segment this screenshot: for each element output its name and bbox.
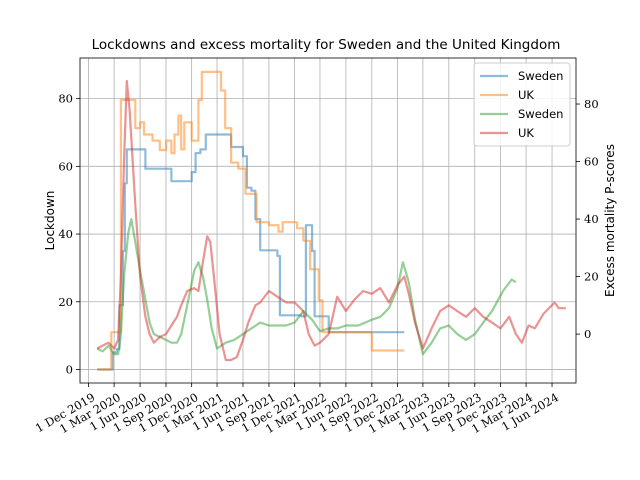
- y-left-tick-label: 0: [66, 362, 73, 376]
- legend: Sweden UK Sweden UK: [473, 62, 571, 147]
- y-right-tick-label: 60: [584, 155, 599, 169]
- y-right-tick-label: 0: [584, 327, 591, 341]
- y-left-tick-label: 60: [58, 159, 73, 173]
- series-line-mortality-uk: [96, 79, 566, 362]
- legend-entry-label: Sweden: [518, 107, 563, 121]
- series-line-lockdown-uk: [97, 70, 405, 371]
- y-axis-right: 0 20 40 60 80: [576, 97, 599, 341]
- grid: [80, 58, 576, 383]
- y-right-tick-label: 40: [584, 212, 599, 226]
- series-lines: [96, 70, 566, 371]
- y-left-tick-label: 20: [58, 295, 73, 309]
- legend-box: [473, 62, 571, 147]
- y-left-tick-label: 80: [58, 92, 73, 106]
- y-right-tick-label: 20: [584, 270, 599, 284]
- y-axis-right-label: Excess mortality P-scores: [603, 144, 617, 297]
- y-axis-left: 0 20 40 60 80: [58, 92, 80, 376]
- legend-entry-label: UK: [518, 88, 534, 102]
- chart-title: Lockdowns and excess mortality for Swede…: [92, 37, 561, 53]
- y-right-tick-label: 80: [584, 97, 599, 111]
- y-left-tick-label: 40: [58, 227, 73, 241]
- legend-entry-label: Sweden: [518, 69, 563, 83]
- y-axis-left-label: Lockdown: [43, 191, 57, 251]
- plot-frame: [79, 57, 577, 384]
- legend-entry-label: UK: [518, 126, 534, 140]
